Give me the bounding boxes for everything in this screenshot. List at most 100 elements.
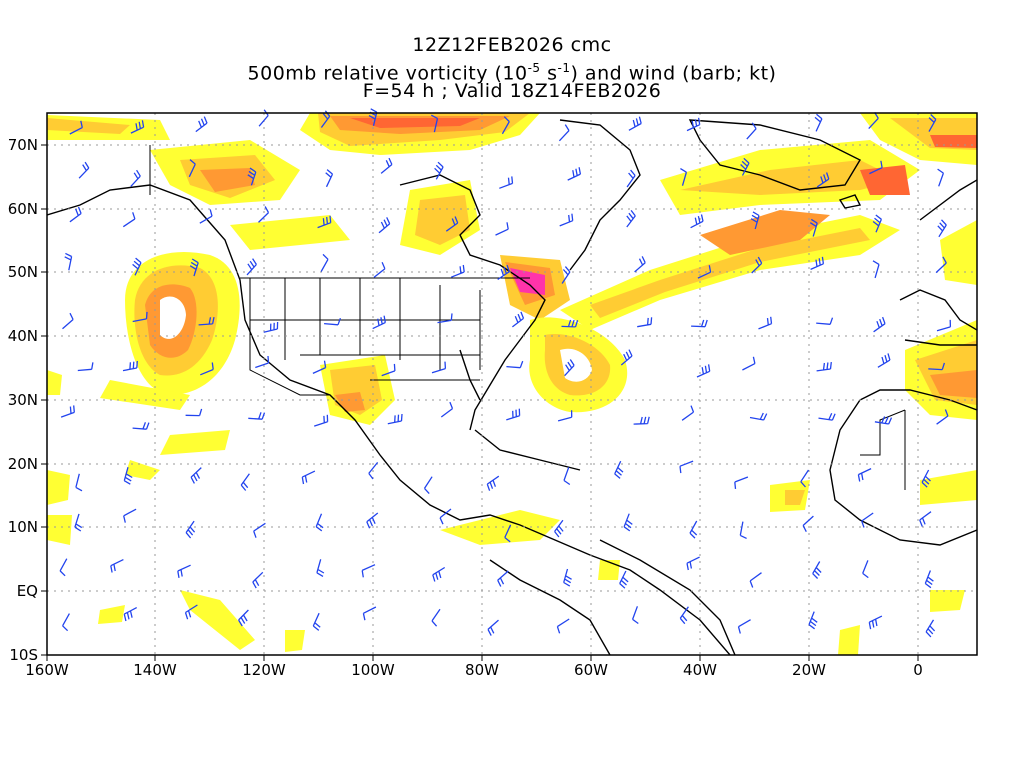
- wind-barb: [361, 564, 376, 578]
- lon-label-160w: 160W: [25, 661, 69, 679]
- wind-barb: [247, 167, 257, 186]
- lon-label-140w: 140W: [133, 661, 177, 679]
- graticule: [47, 113, 977, 655]
- wind-barb: [937, 219, 947, 238]
- wind-barb: [696, 364, 711, 378]
- wind-barb: [62, 613, 70, 632]
- wind-barb: [690, 214, 704, 229]
- wind-barb: [373, 262, 386, 278]
- wind-barb: [679, 460, 694, 474]
- wind-barb: [919, 511, 932, 527]
- wind-barb: [936, 409, 949, 425]
- wind-barb: [368, 461, 379, 480]
- wind-barb: [681, 405, 695, 421]
- wind-barb: [325, 169, 334, 188]
- wind-barb: [512, 311, 525, 328]
- wind-barb: [563, 568, 572, 587]
- wind-barb: [614, 460, 624, 479]
- wind-barb: [924, 570, 934, 589]
- wind-barb: [814, 113, 823, 132]
- wind-barb: [739, 521, 747, 539]
- wind-barb: [64, 252, 73, 271]
- wind-barb: [869, 160, 883, 175]
- wind-barb: [818, 412, 836, 421]
- wind-barb: [60, 405, 75, 418]
- wind-barb: [567, 167, 582, 181]
- wind-barb: [737, 619, 751, 634]
- wind-barb: [506, 408, 521, 421]
- wind-barb: [301, 470, 316, 485]
- wind-barb: [623, 513, 633, 532]
- wind-barb: [873, 316, 886, 333]
- wind-barb: [686, 117, 701, 132]
- lon-label-80w: 80W: [465, 661, 499, 679]
- wind-barb: [437, 313, 453, 324]
- lon-label-20w: 20W: [792, 661, 826, 679]
- wind-barb: [928, 362, 946, 371]
- wind-barb: [862, 560, 869, 579]
- wind-barb: [431, 361, 447, 374]
- wind-barb: [362, 606, 377, 621]
- wind-barb: [317, 215, 332, 229]
- wind-barb: [877, 353, 891, 368]
- wind-barb: [634, 256, 646, 273]
- lat-label-20n: 20N: [8, 455, 38, 473]
- wind-barb: [200, 362, 214, 376]
- lat-label-30n: 30N: [8, 391, 38, 409]
- wind-barb: [935, 256, 947, 274]
- wind-barb: [123, 607, 138, 622]
- wind-barb: [561, 319, 579, 328]
- wind-barb: [185, 408, 203, 417]
- wind-barb: [255, 355, 270, 369]
- wind-barb: [177, 564, 191, 579]
- wind-barb: [495, 222, 509, 236]
- wind-barb: [751, 256, 763, 274]
- wind-barb: [734, 476, 749, 489]
- map-title-line2: 500mb relative vorticity (10-5 s-1) and …: [247, 61, 777, 85]
- wind-barb: [380, 157, 393, 174]
- wind-barb: [132, 311, 148, 323]
- wind-barb: [312, 612, 321, 631]
- wind-barb: [59, 558, 68, 577]
- lat-label-10s: 10S: [9, 646, 38, 664]
- wind-barb: [750, 211, 760, 230]
- wind-barb: [246, 258, 257, 276]
- wind-barb: [816, 317, 834, 325]
- wind-barb: [808, 611, 818, 630]
- wind-barb: [69, 206, 82, 223]
- wind-barb: [506, 360, 524, 369]
- wind-barb: [504, 524, 512, 543]
- wind-barb: [487, 619, 499, 636]
- lat-label-40n: 40N: [8, 327, 38, 345]
- wind-barb: [631, 606, 639, 625]
- wind-barb: [190, 467, 202, 484]
- wind-barb: [110, 559, 124, 573]
- wind-barb: [497, 570, 509, 587]
- lon-label-0: 0: [913, 661, 923, 679]
- wind-barb: [501, 116, 510, 135]
- wind-barb: [189, 258, 199, 277]
- wind-barb: [486, 475, 500, 491]
- wind-barb: [556, 618, 570, 634]
- wind-barb: [74, 513, 83, 532]
- lat-label-70n: 70N: [8, 136, 38, 154]
- wind-barb: [740, 157, 750, 176]
- wind-barb: [874, 416, 893, 425]
- wind-barb: [238, 609, 249, 627]
- wind-barb: [921, 469, 931, 488]
- wind-barb: [445, 216, 459, 232]
- wind-barb: [554, 519, 564, 538]
- wind-barb: [132, 257, 142, 276]
- wind-barb: [749, 572, 762, 588]
- wind-barb: [742, 356, 756, 371]
- map-title-line1: 12Z12FEB2026 cmc: [412, 34, 612, 56]
- wind-barb: [936, 319, 952, 332]
- wind-barb: [558, 124, 570, 142]
- wind-barb: [868, 615, 883, 630]
- wind-barb: [746, 122, 757, 140]
- wind-barb: [240, 473, 250, 491]
- wind-barb: [185, 520, 196, 539]
- wind-barb: [252, 571, 264, 589]
- wind-barb: [872, 214, 882, 233]
